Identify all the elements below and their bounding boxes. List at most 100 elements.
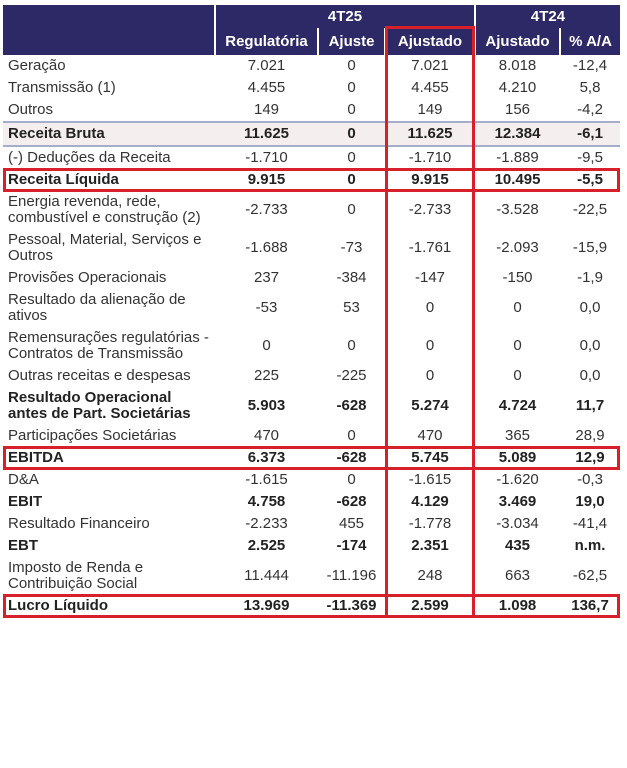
cell-value: 435 bbox=[505, 537, 531, 554]
cell-value: 156 bbox=[505, 101, 531, 118]
cell-value: -1.615 bbox=[245, 471, 288, 488]
row-label: Resultado da alienação de ativos bbox=[8, 291, 186, 324]
cell-value: 237 bbox=[253, 269, 280, 286]
cell-value: -2.733 bbox=[245, 201, 288, 218]
cell-value: 7.021 bbox=[247, 57, 286, 74]
table-row: Lucro Líquido 13.969 -11.369 2.599 1.098 136,… bbox=[3, 595, 620, 617]
cell-value: 1.098 bbox=[498, 597, 537, 614]
cell-value: -62,5 bbox=[572, 567, 608, 584]
row-label: Energia revenda, rede, combustível e con… bbox=[8, 193, 201, 226]
cell-value: 225 bbox=[253, 367, 280, 384]
cell-value: -1.615 bbox=[408, 471, 452, 488]
cell-value: 149 bbox=[417, 101, 443, 118]
row-label: Outras receitas e despesas bbox=[8, 367, 191, 384]
cell-value: -147 bbox=[414, 269, 446, 286]
cell-value: -225 bbox=[336, 367, 367, 384]
table-row: Resultado Financeiro -2.233 455 -1.778 -3.03… bbox=[3, 513, 620, 535]
cell-value: 248 bbox=[417, 567, 443, 584]
column-header: Regulatória bbox=[214, 28, 318, 55]
row-label: Lucro Líquido bbox=[8, 597, 108, 614]
row-label: Receita Bruta bbox=[3, 121, 215, 147]
cell-value: 136,7 bbox=[571, 597, 609, 614]
cell-value: 149 bbox=[253, 101, 280, 118]
cell-value: 470 bbox=[417, 427, 443, 444]
table-head: 4T25 4T24 Regulatória Ajuste Ajustado Ajustad… bbox=[3, 5, 621, 55]
cell-value: -3.034 bbox=[496, 515, 539, 532]
cell-value: 0 bbox=[262, 337, 271, 354]
cell-value: -1.889 bbox=[496, 149, 539, 166]
cell-value: 0,0 bbox=[579, 337, 601, 354]
row-label: Pessoal, Material, Serviços e Outros bbox=[8, 231, 202, 264]
cell-value: -628 bbox=[336, 397, 367, 414]
table-row: Transmissão (1) 4.455 0 4.455 4.210 5,8 bbox=[3, 77, 620, 99]
table-row: EBITDA 6.373 -628 5.745 5.089 12,9 bbox=[3, 447, 620, 469]
cell-value: 0 bbox=[347, 427, 356, 444]
column-header-row: Regulatória Ajuste Ajustado Ajustado% A/A bbox=[3, 28, 621, 55]
cell-value: 2.525 bbox=[247, 537, 286, 554]
cell-value: -0,3 bbox=[577, 471, 603, 488]
cell-value: 5,8 bbox=[579, 79, 601, 96]
cell-value: -1.778 bbox=[408, 515, 452, 532]
header-blank bbox=[3, 28, 215, 55]
table-body: Geração 7.021 0 7.021 8.018 -12,4 Transmissão … bbox=[3, 55, 621, 617]
cell-value: 0 bbox=[347, 79, 356, 96]
row-label: Imposto de Renda e Contribuição Social bbox=[8, 559, 144, 592]
cell-value: 12.384 bbox=[475, 121, 561, 147]
cell-value: 5.274 bbox=[411, 397, 449, 414]
row-label: D&A bbox=[8, 471, 39, 488]
cell-value: -9,5 bbox=[577, 149, 603, 166]
table-row: Provisões Operacionais 237 -384 -147 -150 -1,… bbox=[3, 267, 620, 289]
cell-value: 4.758 bbox=[247, 493, 286, 510]
column-header: Ajustado bbox=[383, 28, 476, 55]
cell-value: 0,0 bbox=[579, 367, 601, 384]
table-row: D&A -1.615 0 -1.615 -1.620 -0,3 bbox=[3, 469, 620, 491]
header-blank bbox=[3, 5, 215, 28]
cell-value: 7.021 bbox=[411, 57, 449, 74]
cell-value: 0 bbox=[425, 367, 435, 384]
cell-value: -5,5 bbox=[577, 171, 603, 188]
table-row: (-) Deduções da Receita -1.710 0 -1.710 -1.8… bbox=[3, 146, 620, 169]
table-row: Geração 7.021 0 7.021 8.018 -12,4 bbox=[3, 55, 620, 77]
row-label: Outros bbox=[8, 101, 54, 118]
cell-value: -3.528 bbox=[496, 201, 539, 218]
cell-value: -2.233 bbox=[245, 515, 288, 532]
cell-value: 4.210 bbox=[498, 79, 537, 96]
cell-value: 0 bbox=[425, 299, 435, 316]
cell-value: -1,9 bbox=[577, 269, 603, 286]
row-label: Geração bbox=[8, 57, 66, 74]
cell-value: 0 bbox=[347, 471, 356, 488]
cell-value: 2.351 bbox=[411, 537, 449, 554]
cell-value: -1.710 bbox=[408, 149, 452, 166]
results-table: 4T25 4T24 Regulatória Ajuste Ajustado Ajustad… bbox=[3, 5, 621, 617]
cell-value: -15,9 bbox=[572, 239, 608, 256]
cell-value: -41,4 bbox=[572, 515, 608, 532]
cell-value: 2.599 bbox=[411, 597, 449, 614]
table-row: Outras receitas e despesas 225 -225 0 0 0,0 bbox=[3, 365, 620, 387]
row-label: EBITDA bbox=[8, 449, 64, 466]
table-row: Resultado Operacional antes de Part. Soc… bbox=[3, 387, 620, 425]
cell-value: 0 bbox=[318, 121, 385, 147]
cell-value: -1.620 bbox=[496, 471, 539, 488]
cell-value: 10.495 bbox=[494, 171, 541, 188]
cell-value: n.m. bbox=[574, 537, 606, 554]
cell-value: 9.915 bbox=[247, 171, 286, 188]
table-row: Outros 149 0 149 156 -4,2 bbox=[3, 99, 620, 122]
table-row: Participações Societárias 470 0 470 365 28,9 bbox=[3, 425, 620, 447]
cell-value: 0 bbox=[347, 337, 356, 354]
cell-value: 28,9 bbox=[575, 427, 605, 444]
table-row: Receita Líquida 9.915 0 9.915 10.495 -5,5 bbox=[3, 169, 620, 191]
row-label: (-) Deduções da Receita bbox=[8, 149, 171, 166]
cell-value: -22,5 bbox=[572, 201, 608, 218]
cell-value: -628 bbox=[336, 449, 367, 466]
cell-value: 0 bbox=[347, 171, 356, 188]
cell-value: 470 bbox=[253, 427, 280, 444]
cell-value: 0 bbox=[513, 337, 522, 354]
cell-value: 13.969 bbox=[243, 597, 290, 614]
cell-value: 9.915 bbox=[411, 171, 449, 188]
row-label: EBIT bbox=[8, 493, 43, 510]
cell-value: 11.625 bbox=[215, 121, 318, 147]
table-row: Receita Bruta 11.625 0 11.625 12.384 -6,1 bbox=[3, 121, 621, 147]
cell-value: 663 bbox=[505, 567, 531, 584]
cell-value: -174 bbox=[336, 537, 367, 554]
